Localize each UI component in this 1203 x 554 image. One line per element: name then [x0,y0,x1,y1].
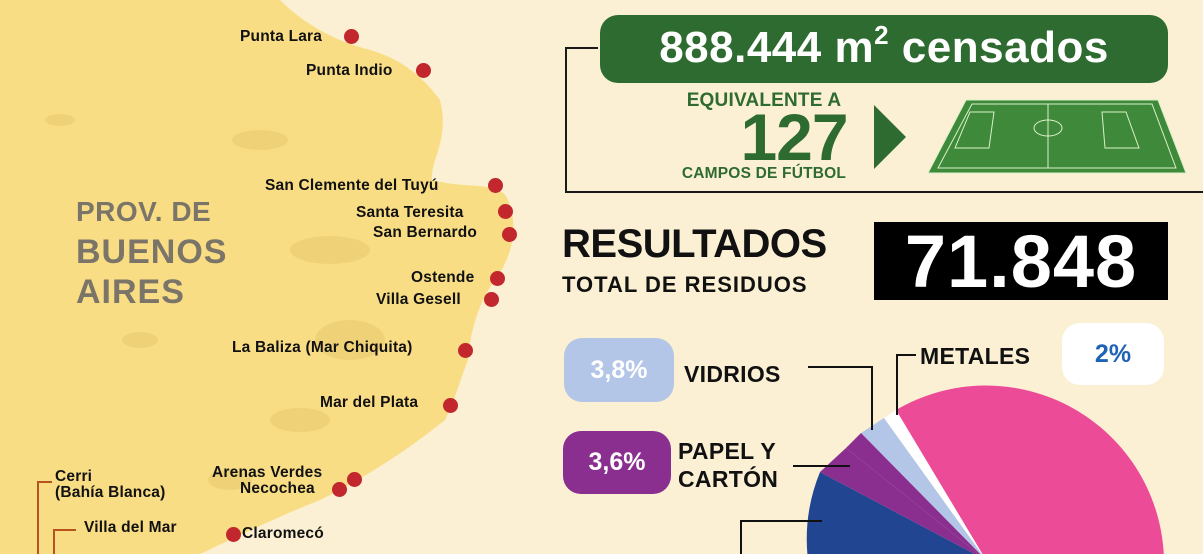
leader-line-villa-del-mar [53,529,76,554]
location-dot-icon [490,271,505,286]
place-label: San Clemente del Tuyú [265,177,439,194]
area-suffix: censados [889,23,1109,72]
football-field-icon [927,99,1187,174]
place-label: Ostende [411,269,475,286]
area-superscript: 2 [874,20,890,50]
location-dot-icon [416,63,431,78]
census-frame [565,47,1203,193]
location-dot-icon [498,204,513,219]
place-label: La Baliza (Mar Chiquita) [232,339,413,356]
results-subtitle: TOTAL DE RESIDUOS [562,272,808,297]
land-shape [0,0,514,554]
leader-line-cerri [37,481,52,554]
leader-vidrios [808,366,873,430]
place-label: Mar del Plata [320,394,419,411]
arrow-right-icon [874,105,906,169]
leader-bottom [740,520,822,554]
place-label: Punta Indio [306,62,393,79]
papel-percentage-badge: 3,6% [563,431,671,494]
location-dot-icon [332,482,347,497]
place-label: Villa del Mar [84,519,177,536]
place-label: Claromecó [242,525,324,542]
place-label: Cerri [55,468,93,485]
location-dot-icon [347,472,362,487]
leader-metales [896,354,916,415]
vidrios-label: VIDRIOS [684,361,781,387]
location-dot-icon [344,29,359,44]
location-dot-icon [458,343,473,358]
location-dot-icon [484,292,499,307]
metales-percentage-badge: 2% [1062,323,1164,385]
vidrios-percentage-badge: 3,8% [564,338,674,402]
fields-label: CAMPOS DE FÚTBOL [681,165,847,182]
province-label-line1: PROV. DE [76,196,212,227]
province-label-line2: BUENOS [76,233,228,271]
province-label: PROV. DE BUENOS AIRES [76,192,227,312]
province-label-line3: AIRES [76,273,185,311]
equivalent-label: EQUIVALENTE A [686,90,842,111]
location-dot-icon [502,227,517,242]
area-number: 888.444 m [659,23,875,72]
place-label: Punta Lara [240,28,323,45]
area-census-badge: 888.444 m2 censados [600,15,1168,83]
place-label: Arenas Verdes [212,464,323,481]
results-title: RESULTADOS [562,222,827,266]
place-label: Villa Gesell [376,291,461,308]
metales-label: METALES [920,343,1031,369]
place-label: Santa Teresita [356,204,464,221]
papel-label-line1: PAPEL Y [678,438,776,464]
location-dot-icon [226,527,241,542]
total-waste-value: 71.848 [874,222,1168,302]
location-dot-icon [443,398,458,413]
place-label: Necochea [240,480,315,497]
place-label: (Bahía Blanca) [55,484,166,501]
papel-label-line2: CARTÓN [678,466,779,492]
place-label: San Bernardo [373,224,478,241]
pie-chart [806,385,1164,554]
location-dot-icon [488,178,503,193]
fields-count: 127 [740,100,848,174]
